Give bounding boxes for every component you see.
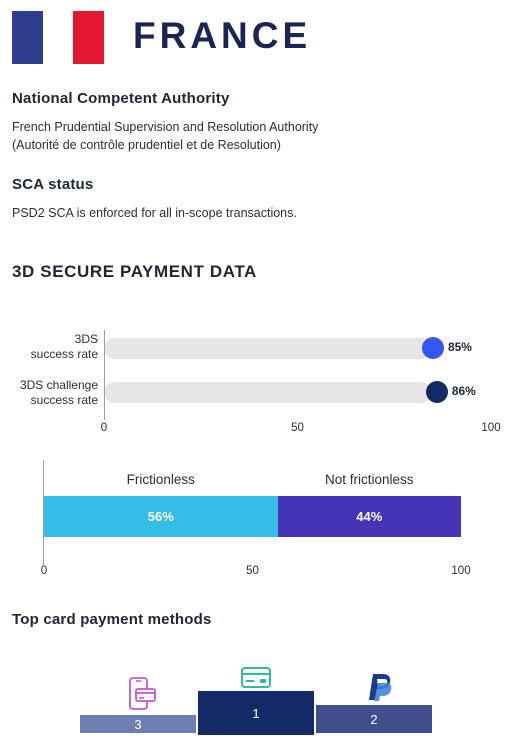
france-flag: [12, 11, 105, 64]
stacked-bar: 56% 44%: [44, 496, 461, 537]
bar-segment: 56%: [44, 496, 278, 537]
page-title: FRANCE: [133, 15, 312, 56]
authority-heading: National Competent Authority: [12, 90, 230, 107]
podium-block-2: 2: [316, 705, 432, 733]
category-label-line: success rate: [30, 347, 98, 361]
tick-label: 50: [246, 565, 259, 577]
tick-label: 100: [451, 565, 471, 577]
category-label-line: 3DS challenge: [19, 378, 98, 392]
series-name: Not frictionless: [324, 472, 414, 487]
bar-track: [104, 382, 431, 403]
bar-track: [104, 338, 431, 359]
flag-white-stripe: [42, 11, 74, 64]
paypal-icon: [366, 672, 394, 702]
category-label: 3DS success rate: [2, 332, 98, 362]
x-axis-ticks: 0 50 100: [0, 565, 519, 581]
podium-block-3: 3: [80, 715, 196, 733]
section-title: 3D SECURE PAYMENT DATA: [12, 262, 257, 281]
x-axis-ticks: 0 50 100: [0, 422, 519, 438]
value-marker: [421, 337, 444, 359]
authority-name-french: (Autorité de contrôle prudentiel et de R…: [12, 138, 281, 152]
y-axis-line: [104, 330, 105, 420]
authority-name: French Prudential Supervision and Resolu…: [12, 120, 319, 134]
sca-status-text: PSD2 SCA is enforced for all in-scope tr…: [12, 206, 297, 220]
tick-label: 0: [100, 422, 108, 434]
rate-bars: 85% 86%: [0, 330, 519, 440]
tick-label: 50: [291, 422, 304, 434]
flag-blue-stripe: [12, 11, 43, 64]
card-icon: [240, 666, 272, 690]
series-name: Frictionless: [126, 472, 195, 487]
value-label: 86%: [451, 384, 476, 398]
mobile-wallet-icon: [127, 676, 157, 712]
podium-chart: 3 1 2: [0, 660, 519, 744]
sca-heading: SCA status: [12, 176, 94, 193]
tick-label: 100: [481, 422, 501, 434]
value-label: 85%: [447, 340, 472, 354]
3ds-rates-chart: 3DS success rate 3DS challenge success r…: [0, 330, 519, 440]
bar-segment: 44%: [277, 496, 461, 537]
top-methods-heading: Top card payment methods: [12, 611, 212, 628]
category-label-line: 3DS: [74, 332, 98, 346]
y-axis-line: [43, 460, 44, 565]
series-labels: Frictionless Not frictionless: [0, 472, 519, 492]
flag-red-stripe: [73, 11, 105, 64]
tick-label: 0: [40, 565, 48, 577]
podium-block-1: 1: [198, 691, 314, 735]
value-marker: [425, 381, 448, 403]
category-label: 3DS challenge success rate: [2, 378, 98, 408]
category-label-line: success rate: [30, 393, 98, 407]
frictionless-chart: Frictionless Not frictionless 56% 44% 0 50 1…: [0, 460, 519, 580]
